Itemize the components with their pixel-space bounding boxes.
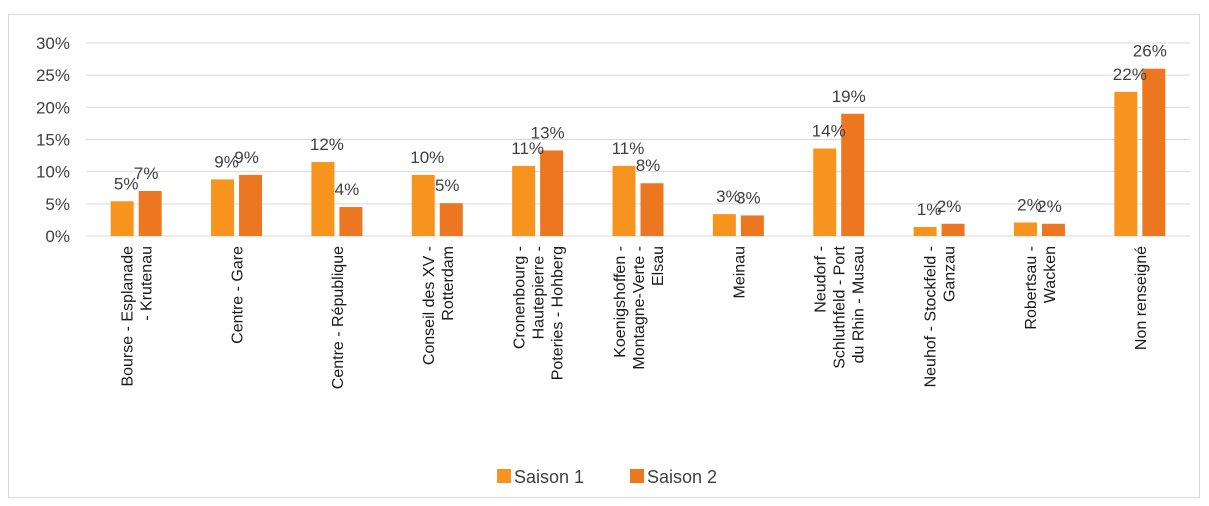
data-label: 9% <box>234 148 259 167</box>
y-tick-label: 25% <box>36 66 70 85</box>
category-label: Conseil des XV - Rotterdam <box>421 246 457 365</box>
category-label-line: Conseil des XV - <box>421 246 438 365</box>
y-tick-label: 30% <box>36 34 70 53</box>
data-label: 11% <box>511 139 544 158</box>
bar-2-4 <box>439 203 463 236</box>
bar-2-10 <box>1041 223 1065 236</box>
data-label: 12% <box>310 135 344 154</box>
bar-1-1 <box>110 201 134 236</box>
bar-2-8 <box>841 113 865 236</box>
bar-1-10 <box>1013 222 1037 236</box>
data-label: 13% <box>531 123 565 142</box>
category-label-line: Poteries - Hohberg <box>550 246 567 380</box>
legend-label: Saison 1 <box>514 467 584 487</box>
bar-2-6 <box>640 183 664 236</box>
y-axis-ticks: 0% 5% 10% 15% 20% 25% 30% <box>36 34 70 246</box>
data-label: 14% <box>812 122 846 141</box>
category-label-line: Montagne-Verte - <box>631 246 648 370</box>
category-label: Neuhof - Stockfeld - Ganzau <box>923 246 959 387</box>
data-label: 22% <box>1113 65 1147 84</box>
data-label: 1% <box>917 200 942 219</box>
bar-2-7 <box>740 215 764 236</box>
category-label-line: Koenigshoffen - <box>612 246 629 358</box>
legend-label: Saison 2 <box>647 467 717 487</box>
data-label: 9% <box>214 152 239 171</box>
bar-1-5 <box>512 165 536 236</box>
bar-2-2 <box>239 174 263 236</box>
bar-1-2 <box>211 179 235 236</box>
category-label-line: Elsau <box>650 246 667 286</box>
category-label-line: Cronenbourg - <box>512 246 529 349</box>
data-label: 10% <box>410 148 444 167</box>
y-tick-label: 15% <box>36 131 70 150</box>
legend-swatch <box>630 469 644 483</box>
data-label: 3% <box>736 188 761 207</box>
category-label-line: Neudorf - <box>813 246 830 313</box>
data-label: 19% <box>832 87 866 106</box>
bar-1-4 <box>411 174 435 236</box>
category-label-line: Schluthfeld - Port <box>832 245 849 368</box>
category-label-line: Rotterdam <box>440 246 457 321</box>
category-label: Cronenbourg - Hautepierre - Poteries - Hoh… <box>512 246 567 380</box>
category-label-line: Meinau <box>731 246 748 298</box>
legend-swatch <box>497 469 511 483</box>
bar-1-11 <box>1114 91 1138 236</box>
category-label: Centre - Gare <box>230 246 247 344</box>
bar-1-6 <box>612 165 636 236</box>
category-label-line: Centre - Gare <box>230 246 247 344</box>
legend: Saison 1 Saison 2 <box>497 467 717 487</box>
data-label: 5% <box>435 176 460 195</box>
data-label: 7% <box>134 164 159 183</box>
data-label: 8% <box>636 156 661 175</box>
category-label: Koenigshoffen - Montagne-Verte - Elsau <box>612 246 667 370</box>
y-tick-label: 20% <box>36 98 70 117</box>
bar-2-11 <box>1142 68 1166 236</box>
chart-frame <box>8 14 1200 498</box>
bar-2-1 <box>138 190 162 236</box>
x-axis-categories: Bourse - Esplanade - Krutenau Centre - Gar… <box>120 245 1150 389</box>
data-label: 5% <box>114 174 139 193</box>
data-labels: 5%7%9%9%12%4%10%5%11%13%11%8%3%3%14%19%1… <box>114 42 1167 219</box>
category-label-line: Non renseigné <box>1133 246 1150 350</box>
category-label-line: Neuhof - Stockfeld - <box>923 246 940 387</box>
bar-1-3 <box>311 162 335 236</box>
bar-1-7 <box>712 214 736 236</box>
category-label-line: Hautepierre - <box>531 246 548 339</box>
category-label: Bourse - Esplanade - Krutenau <box>120 246 156 387</box>
bar-1-8 <box>813 148 837 236</box>
bar-1-9 <box>913 226 937 236</box>
bars <box>110 68 1166 236</box>
bar-2-3 <box>339 207 363 236</box>
bar-2-5 <box>540 150 564 236</box>
category-label-line: - Krutenau <box>139 246 156 321</box>
y-tick-label: 0% <box>45 227 70 246</box>
data-label: 11% <box>612 139 645 158</box>
y-tick-label: 10% <box>36 163 70 182</box>
category-label: Meinau <box>731 246 748 298</box>
category-label-line: Robertsau - <box>1023 246 1040 330</box>
data-label: 3% <box>716 187 741 206</box>
category-label-line: Wacken <box>1042 246 1059 303</box>
data-label: 4% <box>335 180 360 199</box>
category-label: Neudorf - Schluthfeld - Port du Rhin - Mus… <box>813 245 868 368</box>
category-label: Centre - République <box>330 246 347 389</box>
y-tick-label: 5% <box>45 195 70 214</box>
category-label-line: Centre - République <box>330 246 347 389</box>
gridlines <box>86 42 1190 237</box>
data-label: 2% <box>937 197 962 216</box>
category-label-line: Ganzau <box>942 246 959 302</box>
category-label-line: du Rhin - Musau <box>851 246 868 363</box>
bar-2-9 <box>941 223 965 236</box>
data-label: 2% <box>1037 197 1062 216</box>
category-label-line: Bourse - Esplanade <box>120 246 137 387</box>
data-label: 2% <box>1017 195 1042 214</box>
data-label: 26% <box>1133 42 1167 61</box>
category-label: Non renseigné <box>1133 246 1150 350</box>
category-label: Robertsau - Wacken <box>1023 246 1059 330</box>
